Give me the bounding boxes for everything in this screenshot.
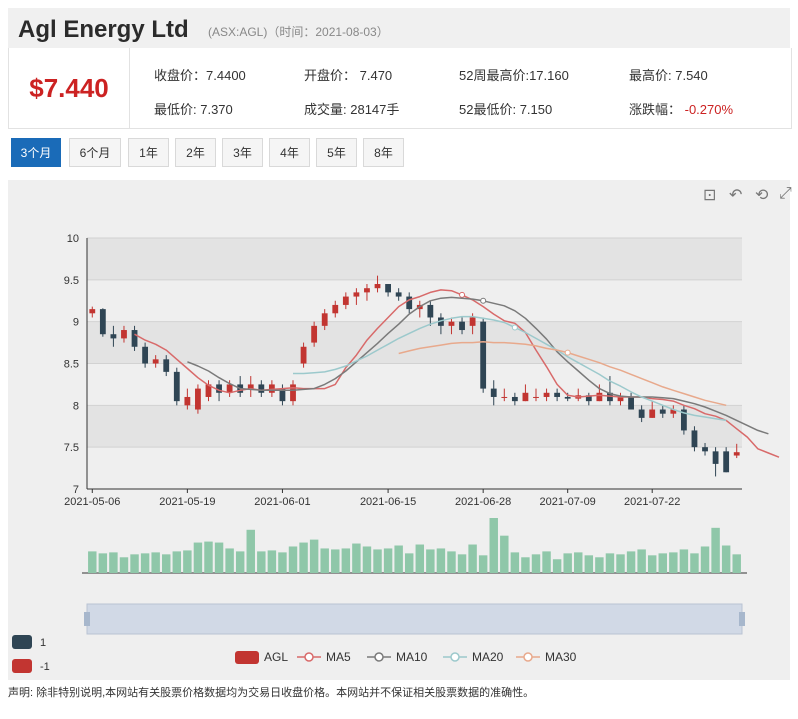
tab-4-years[interactable]: 4年 <box>269 138 310 167</box>
stat-volume: 成交量: 28147手 <box>304 102 400 117</box>
current-price: $7.440 <box>9 48 130 128</box>
disclaimer: 声明: 除非特别说明,本网站有关股票价格数据均为交易日收盘价格。本网站并不保证相… <box>8 687 535 699</box>
stat-change: 涨跌幅： -0.270% <box>629 102 734 117</box>
stock-title: Agl Energy Ltd <box>18 16 189 43</box>
zoom-icon[interactable]: ⊡ <box>703 187 717 204</box>
tab-1-year[interactable]: 1年 <box>128 138 169 167</box>
stat-52w-low: 52最低价: 7.150 <box>459 102 553 117</box>
restore-icon[interactable]: ⟲ <box>755 187 769 204</box>
stat-52w-high: 52周最高价:17.160 <box>459 68 569 83</box>
stat-close: 收盘价：7.4400 <box>154 68 246 83</box>
stock-subtitle: (ASX:AGL)（时间：2021-08-03） <box>208 25 389 39</box>
stat-low: 最低价: 7.370 <box>154 102 233 117</box>
title-bar: Agl Energy Ltd (ASX:AGL)（时间：2021-08-03） <box>8 8 790 49</box>
tab-6-months[interactable]: 6个月 <box>69 138 121 167</box>
stat-high: 最高价: 7.540 <box>629 68 708 83</box>
zoom-back-icon[interactable]: ↶ <box>729 187 743 204</box>
tab-2-years[interactable]: 2年 <box>175 138 216 167</box>
tab-3-months[interactable]: 3个月 <box>11 138 61 167</box>
quote-panel: $7.440 收盘价：7.4400 开盘价： 7.470 52周最高价:17.1… <box>8 48 792 129</box>
tab-5-years[interactable]: 5年 <box>316 138 357 167</box>
stat-open: 开盘价： 7.470 <box>304 68 393 83</box>
chart-area <box>8 180 790 680</box>
tab-8-years[interactable]: 8年 <box>363 138 404 167</box>
save-icon[interactable]: ⤢ <box>779 185 792 202</box>
tab-3-years[interactable]: 3年 <box>222 138 263 167</box>
